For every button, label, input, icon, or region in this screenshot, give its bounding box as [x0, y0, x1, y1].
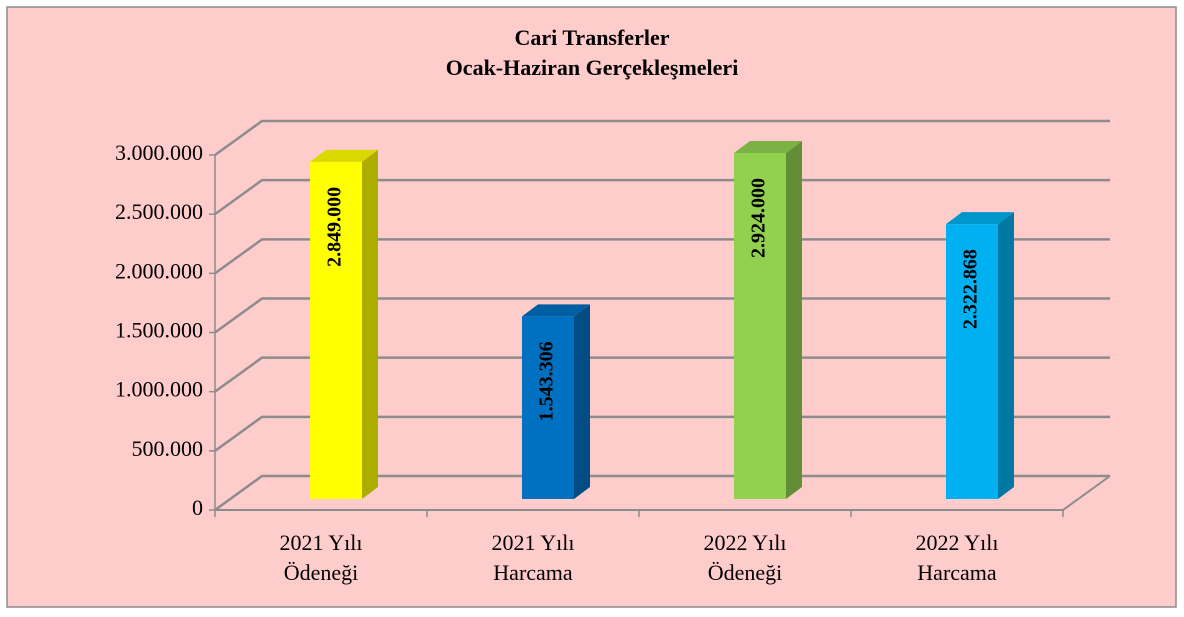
y-tick-label: 500.000 — [132, 436, 204, 461]
bar-front — [946, 224, 998, 499]
x-tick-label-line: 2022 Yılı — [704, 530, 787, 555]
y-tick-label: 1.000.000 — [115, 377, 203, 402]
value-label: 1.543.306 — [536, 341, 558, 421]
bar-top — [522, 304, 590, 317]
bar-side — [786, 140, 802, 499]
y-tick-label: 2.000.000 — [115, 258, 203, 283]
value-label: 2.924.000 — [748, 178, 770, 258]
x-tick-label-line: Ödeneği — [708, 560, 783, 585]
x-tick-label-line: 2022 Yılı — [916, 530, 999, 555]
x-tick-label-line: 2021 Yılı — [492, 530, 575, 555]
bar — [734, 140, 802, 499]
x-tick-label: 2021 Yılı Ödeneği — [280, 530, 363, 585]
value-label: 2.849.000 — [324, 187, 346, 267]
grid-line — [214, 474, 1110, 512]
chart-title: Cari Transferler — [515, 25, 670, 50]
bar-front — [734, 152, 786, 499]
bar-side — [574, 304, 590, 499]
value-label: 2.322.868 — [960, 249, 982, 329]
grid-line — [214, 356, 1110, 393]
x-tick-label: 2022 Yılı Ödeneği — [704, 530, 787, 585]
bar-top — [310, 149, 378, 162]
x-tick-label: 2022 Yılı Harcama — [916, 530, 999, 585]
y-tick-label: 0 — [192, 495, 203, 520]
bar-front — [310, 161, 362, 499]
grid-line — [214, 238, 1110, 275]
x-tick-label-line: Ödeneği — [284, 560, 359, 585]
grid-line — [214, 297, 1110, 334]
y-tick-label: 2.500.000 — [115, 199, 203, 224]
grid-line — [214, 415, 1110, 452]
x-tick-label: 2021 Yılı Harcama — [492, 530, 575, 585]
x-tick-label-line: Harcama — [917, 560, 997, 585]
bar — [946, 212, 1014, 499]
grid-line — [214, 119, 1110, 157]
chart-subtitle: Ocak-Haziran Gerçekleşmeleri — [446, 55, 739, 80]
bar-front — [522, 316, 574, 499]
bar-top — [734, 140, 802, 153]
grid-line — [214, 178, 1110, 216]
bar-side — [362, 149, 378, 499]
bar-side — [998, 212, 1014, 499]
y-tick-label: 1.500.000 — [115, 318, 203, 343]
x-tick-label-line: Harcama — [493, 560, 573, 585]
x-tick-label-line: 2021 Yılı — [280, 530, 363, 555]
y-tick-label: 3.000.000 — [115, 140, 203, 165]
bar — [310, 149, 378, 499]
bar — [522, 304, 590, 499]
bar-top — [946, 212, 1014, 225]
